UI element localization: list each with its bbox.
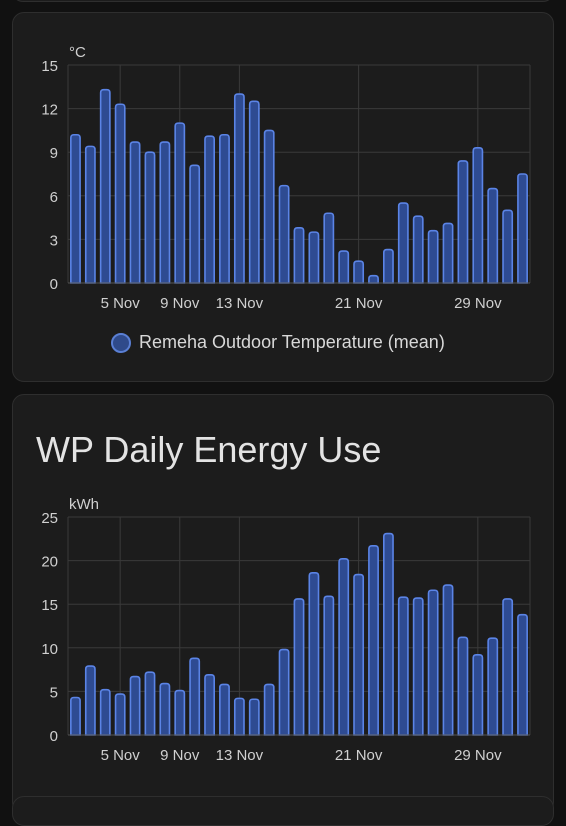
bar[interactable]: [144, 151, 156, 284]
bar[interactable]: [293, 598, 305, 736]
bar[interactable]: [278, 184, 290, 284]
bar[interactable]: [70, 133, 81, 284]
bar[interactable]: [248, 698, 260, 736]
bar[interactable]: [368, 544, 379, 736]
bar[interactable]: [204, 135, 216, 284]
bar[interactable]: [99, 688, 111, 736]
bar[interactable]: [263, 129, 275, 284]
bar[interactable]: [427, 589, 439, 736]
bar[interactable]: [114, 103, 126, 284]
bar[interactable]: [382, 532, 394, 736]
bar[interactable]: [323, 595, 335, 736]
next-card-stub: [12, 796, 554, 826]
temperature-legend[interactable]: Remeha Outdoor Temperature (mean): [111, 332, 445, 353]
bar[interactable]: [159, 682, 171, 736]
bar[interactable]: [472, 653, 484, 736]
y-tick-label: 0: [50, 728, 58, 745]
y-tick-label: 6: [50, 189, 58, 206]
unit-label: kWh: [69, 496, 99, 513]
x-tick-label: 21 Nov: [335, 295, 383, 312]
bar[interactable]: [263, 683, 275, 736]
bar[interactable]: [412, 597, 424, 736]
bar[interactable]: [204, 674, 216, 736]
bar[interactable]: [233, 697, 245, 736]
bar[interactable]: [144, 671, 156, 736]
previous-card-stub: [12, 0, 554, 2]
bar[interactable]: [70, 696, 81, 736]
bar[interactable]: [338, 250, 350, 284]
bar[interactable]: [219, 683, 230, 736]
bar[interactable]: [293, 226, 305, 284]
x-tick-label: 13 Nov: [216, 295, 264, 312]
bar[interactable]: [189, 164, 201, 284]
bar[interactable]: [502, 598, 514, 736]
y-tick-label: 15: [41, 597, 58, 614]
y-tick-label: 0: [50, 276, 58, 293]
y-tick-label: 3: [50, 232, 58, 249]
bar[interactable]: [487, 187, 499, 284]
bar[interactable]: [189, 657, 201, 736]
x-tick-label: 29 Nov: [454, 747, 502, 764]
x-tick-label: 29 Nov: [454, 295, 502, 312]
bar[interactable]: [442, 584, 454, 736]
bar[interactable]: [353, 573, 365, 736]
y-tick-label: 20: [41, 554, 58, 571]
y-tick-label: 10: [41, 641, 58, 658]
bar[interactable]: [472, 147, 484, 284]
bar[interactable]: [397, 202, 409, 284]
card-title: WP Daily Energy Use: [36, 429, 382, 470]
y-tick-label: 12: [41, 102, 58, 119]
y-tick-label: 15: [41, 58, 58, 75]
bar[interactable]: [308, 231, 320, 284]
bar[interactable]: [382, 248, 394, 284]
unit-label: °C: [69, 44, 86, 61]
temperature-statistics-card: 0 3 6 9 12 15 5 Nov 9 Nov 13 Nov 21 Nov 29 Nov °C R…: [12, 12, 554, 382]
legend-label: Remeha Outdoor Temperature (mean): [139, 332, 445, 352]
bar[interactable]: [174, 122, 186, 284]
bar[interactable]: [502, 209, 514, 284]
bar[interactable]: [338, 558, 350, 736]
bar[interactable]: [233, 93, 245, 284]
x-tick-label: 5 Nov: [101, 747, 141, 764]
bar[interactable]: [353, 260, 365, 284]
x-tick-label: 9 Nov: [160, 295, 200, 312]
bar[interactable]: [129, 675, 141, 736]
energy-statistics-card: WP Daily Energy Use 0 5 10 15 20 25 5 Nov 9 Nov…: [12, 394, 554, 814]
energy-bar-chart: 0 5 10 15 20 25 5 Nov 9 Nov 13 Nov 21 Nov 29 Nov kW…: [41, 496, 531, 764]
bar[interactable]: [84, 145, 96, 284]
y-tick-label: 5: [50, 684, 58, 701]
bar[interactable]: [397, 596, 409, 736]
bar[interactable]: [323, 212, 335, 284]
bar[interactable]: [174, 689, 186, 736]
y-tick-label: 25: [41, 510, 58, 527]
bar[interactable]: [84, 665, 96, 736]
x-tick-label: 13 Nov: [216, 747, 264, 764]
bar[interactable]: [114, 693, 126, 736]
bar[interactable]: [457, 636, 469, 736]
bar[interactable]: [487, 637, 499, 736]
bar[interactable]: [442, 222, 454, 284]
temperature-bar-chart: 0 3 6 9 12 15 5 Nov 9 Nov 13 Nov 21 Nov 29 Nov °C: [41, 44, 531, 312]
bar[interactable]: [457, 160, 469, 284]
bar[interactable]: [159, 141, 171, 284]
bar[interactable]: [517, 613, 528, 736]
x-tick-label: 5 Nov: [101, 295, 141, 312]
bar[interactable]: [129, 141, 141, 284]
legend-swatch-icon: [111, 332, 131, 353]
x-tick-label: 21 Nov: [335, 747, 383, 764]
bar[interactable]: [219, 133, 230, 284]
x-tick-label: 9 Nov: [160, 747, 200, 764]
bar[interactable]: [368, 274, 379, 284]
bar[interactable]: [517, 173, 528, 284]
bar[interactable]: [278, 648, 290, 736]
y-tick-label: 9: [50, 145, 58, 162]
bar[interactable]: [99, 88, 111, 284]
bar[interactable]: [412, 215, 424, 284]
bar[interactable]: [427, 229, 439, 284]
bar[interactable]: [248, 100, 260, 284]
bar[interactable]: [308, 572, 320, 736]
